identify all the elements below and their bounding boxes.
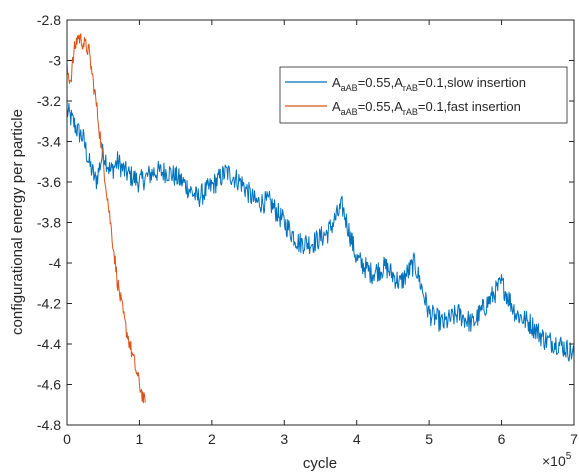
y-tick-label: -3.4 xyxy=(37,134,61,150)
y-tick-label: -4.2 xyxy=(37,296,61,312)
x-tick-label: 7 xyxy=(570,431,578,447)
y-tick-label: -2.8 xyxy=(37,12,61,28)
axes-layer: 0 1 2 3 4 5 6 7 -2.8 -3 -3.2 -3.4 -3.6 -3.8 -4 -4.2 -4.4… xyxy=(37,12,578,447)
series-line-0 xyxy=(66,102,575,362)
legend-entry-fast: AaAB=0.55,ArAB=0.1,fast insertion xyxy=(332,99,521,117)
y-tick-label: -4.8 xyxy=(37,417,61,433)
x-axis-label: cycle xyxy=(303,455,337,472)
x-tick-label: 2 xyxy=(208,431,216,447)
y-tick-label: -3.6 xyxy=(37,174,61,190)
y-tick-label: -4.4 xyxy=(37,336,61,352)
y-axis-label: configurational energy per particle xyxy=(9,109,26,335)
x-tick-label: 3 xyxy=(280,431,288,447)
x-tick-label: 0 xyxy=(63,431,71,447)
legend-entry-slow: AaAB=0.55,ArAB=0.1,slow insertion xyxy=(332,75,526,93)
y-tick-label: -3.2 xyxy=(37,93,61,109)
x-tick-label: 1 xyxy=(136,431,144,447)
series-line-1 xyxy=(66,33,146,404)
x-tick-label: 6 xyxy=(498,431,506,447)
x-axis-multiplier: ×105 xyxy=(542,451,572,469)
y-tick-label: -4.6 xyxy=(37,377,61,393)
x-axis-multiplier-exponent: 5 xyxy=(566,451,572,462)
legend: AaAB=0.55,ArAB=0.1,slow insertion AaAB=0… xyxy=(279,66,568,124)
y-tick-label: -3 xyxy=(49,53,62,69)
series-layer xyxy=(66,33,575,404)
y-tick-label: -3.8 xyxy=(37,215,61,231)
y-tick-label: -4 xyxy=(49,255,62,271)
x-axis-multiplier-base: ×10 xyxy=(542,453,566,469)
legend-box xyxy=(279,66,568,124)
x-tick-label: 5 xyxy=(425,431,433,447)
x-tick-label: 4 xyxy=(353,431,361,447)
